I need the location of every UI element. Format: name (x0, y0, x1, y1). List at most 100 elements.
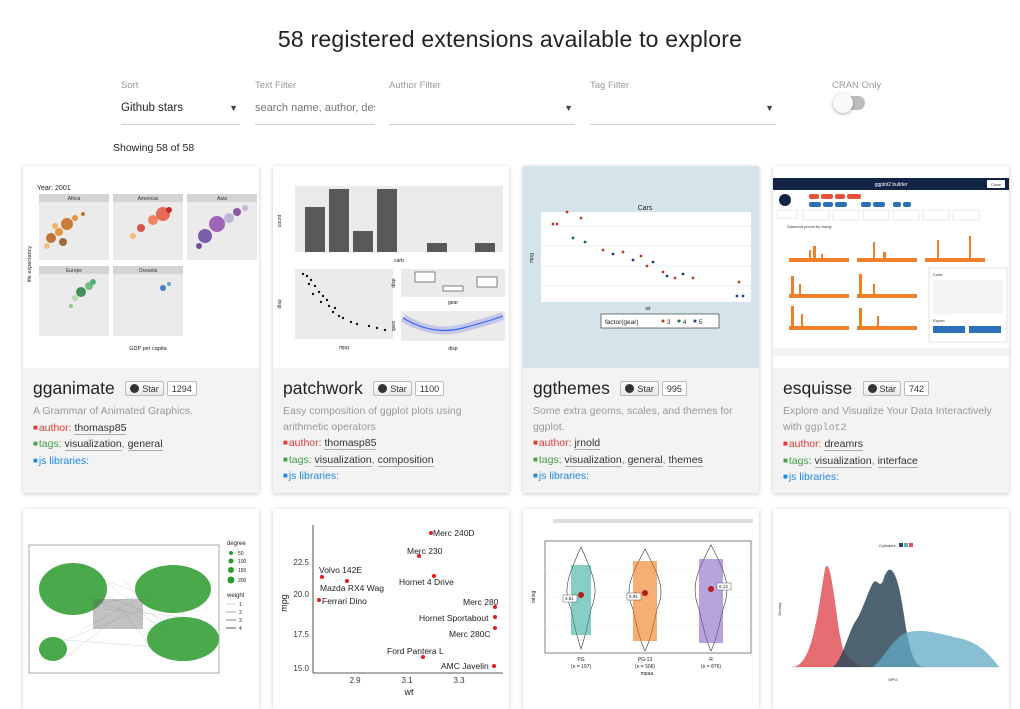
star-count[interactable]: 1294 (166, 381, 197, 396)
dropdown-arrow-icon: ▼ (765, 103, 774, 113)
github-star-widget[interactable]: Star 995 (620, 381, 687, 397)
cran-only-toggle[interactable] (833, 93, 865, 113)
github-star-widget[interactable]: Star 1294 (125, 381, 197, 397)
text-filter[interactable]: Text Filter (255, 80, 375, 125)
facet-asia: Asia (217, 196, 227, 202)
x-axis-label: mpaa (641, 671, 654, 677)
tag-link[interactable]: visualization (814, 454, 872, 468)
x-axis-label: GDP per capita (129, 346, 167, 352)
legend-degree-title: degree (227, 541, 246, 547)
extension-card-esquisse[interactable]: ggplot2 builder Close Diamond prices by … (773, 166, 1009, 493)
tag-filter-label: Tag Filter (590, 80, 630, 91)
star-count[interactable]: 742 (904, 381, 930, 396)
extension-card[interactable]: 5.81 5.91 6.13 PG PG-13 R (n = 197) (n =… (523, 509, 759, 709)
toggle-knob[interactable] (833, 93, 853, 113)
extension-card[interactable]: 22.5 20.0 17.5 15.0 2.9 3.1 3.3 wt mpg M… (273, 509, 509, 709)
facet-oceania: Oceania (139, 268, 158, 274)
facet-africa: Africa (68, 196, 81, 202)
tag-link[interactable]: general (627, 453, 663, 467)
y-tick: 15.0 (293, 664, 309, 673)
thumbnail-gganimate[interactable]: Year: 2001 Africa Americas Asia Europe O… (23, 166, 259, 368)
sort-filter[interactable]: Sort Github stars ▼ (121, 80, 240, 125)
extension-card-patchwork[interactable]: carb count mpg disp gear disp disp qsec (273, 166, 509, 493)
thumbnail-ggthemes[interactable]: Cars wt mpg factor(gear) 3 4 5 (523, 166, 759, 368)
thumbnail-density[interactable]: Cylinders MPG Density (773, 509, 1009, 709)
legend-item: 50 (238, 551, 244, 557)
x-tick: 2.9 (349, 676, 361, 685)
thumbnail-repel[interactable]: 22.5 20.0 17.5 15.0 2.9 3.1 3.3 wt mpg M… (273, 509, 509, 709)
x-tick: 3.3 (453, 676, 465, 685)
author-row: ■author: dreamrs (783, 438, 863, 451)
github-star-widget[interactable]: Star 1100 (373, 381, 445, 397)
extension-card-ggthemes[interactable]: Cars wt mpg factor(gear) 3 4 5 ggthemes (523, 166, 759, 493)
y-axis-label: Density (777, 602, 782, 615)
author-link[interactable]: dreamrs (824, 438, 863, 451)
author-link[interactable]: thomasp85 (74, 421, 127, 435)
star-button[interactable]: Star (125, 381, 164, 396)
author-link[interactable]: jrnold (574, 437, 601, 450)
extension-name[interactable]: esquisse (783, 378, 853, 398)
point-label: Mazda RX4 Wag (320, 583, 384, 593)
repel-labels-plot: 22.5 20.0 17.5 15.0 2.9 3.1 3.3 wt mpg M… (279, 525, 503, 697)
thumbnail-esquisse[interactable]: ggplot2 builder Close Diamond prices by … (773, 166, 1009, 368)
box-x-label: gear (448, 300, 458, 306)
tag-link[interactable]: visualization (314, 453, 372, 467)
author-select[interactable]: ▼ (389, 97, 575, 125)
year-label: Year: 2001 (37, 185, 71, 192)
star-button[interactable]: Star (620, 381, 659, 396)
star-count[interactable]: 1100 (414, 381, 445, 396)
point-label: Ford Pantera L (387, 646, 444, 656)
author-filter-label: Author Filter (389, 80, 441, 91)
thumbnail-violin[interactable]: 5.81 5.91 6.13 PG PG-13 R (n = 197) (n =… (523, 509, 759, 709)
legend-item: 3 (239, 618, 242, 624)
y-tick: 17.5 (293, 630, 309, 639)
extension-card[interactable]: degree 50 100 150 200 weight 1 2 3 4 (23, 509, 259, 709)
extension-name[interactable]: patchwork (283, 378, 363, 398)
extension-card-gganimate[interactable]: Year: 2001 Africa Americas Asia Europe O… (23, 166, 259, 493)
x-axis-label: wt (404, 687, 414, 697)
sort-select[interactable]: Github stars ▼ (121, 97, 240, 125)
facet-europe: Europe (66, 268, 82, 274)
author-filter[interactable]: Author Filter ▼ (389, 80, 575, 125)
tag-select[interactable]: ▼ (590, 97, 776, 125)
x-axis-label: MPG (888, 677, 897, 682)
tag-link[interactable]: themes (668, 453, 703, 467)
tag-link[interactable]: visualization (64, 438, 122, 451)
author-link[interactable]: thomasp85 (324, 437, 377, 450)
legend-item: 150 (238, 568, 247, 574)
github-star-widget[interactable]: Star 742 (862, 381, 930, 397)
star-button[interactable]: Star (373, 381, 412, 396)
app-title: ggplot2 builder (875, 182, 908, 188)
bar-x-label: carb (394, 258, 404, 264)
tags-row: ■tags: visualization, composition (283, 453, 434, 467)
point-label: Merc 280 (463, 597, 499, 607)
point-label: Merc 280C (449, 629, 491, 639)
extension-name[interactable]: gganimate (33, 378, 115, 398)
tag-link[interactable]: interface (877, 454, 918, 468)
patchwork-plot: carb count mpg disp gear disp disp qsec (277, 186, 505, 352)
thumbnail-network[interactable]: degree 50 100 150 200 weight 1 2 3 4 (23, 509, 259, 709)
tag-link[interactable]: composition (377, 453, 434, 467)
thumbnail-patchwork[interactable]: carb count mpg disp gear disp disp qsec (273, 166, 509, 368)
tag-link[interactable]: visualization (564, 453, 622, 467)
page-title: 58 registered extensions available to ex… (277, 26, 743, 52)
y-axis-label: life expectancy (27, 246, 33, 283)
star-count[interactable]: 995 (661, 381, 687, 396)
legend-title: factor(gear) (605, 319, 639, 326)
tag-filter[interactable]: Tag Filter ▼ (590, 80, 776, 125)
group-n: (n = 506) (635, 664, 655, 670)
legend-item: 5 (699, 320, 703, 326)
tag-link[interactable]: general (127, 438, 163, 451)
point-label: Volvo 142E (319, 565, 362, 575)
results-count: Showing 58 of 58 (113, 142, 195, 154)
star-button[interactable]: Star (862, 381, 902, 396)
mean-label: 5.91 (629, 594, 638, 599)
extension-description: A Grammar of Animated Graphics. (33, 405, 193, 417)
network-graph-plot: degree 50 100 150 200 weight 1 2 3 4 (28, 541, 247, 674)
extension-description: Some extra geoms, scales, and themes for… (533, 405, 733, 433)
legend-item: 3 (667, 320, 671, 326)
extension-card[interactable]: Cylinders MPG Density (773, 509, 1009, 709)
github-icon (867, 384, 877, 393)
extension-name[interactable]: ggthemes (533, 378, 610, 398)
text-filter-input[interactable] (255, 102, 375, 114)
